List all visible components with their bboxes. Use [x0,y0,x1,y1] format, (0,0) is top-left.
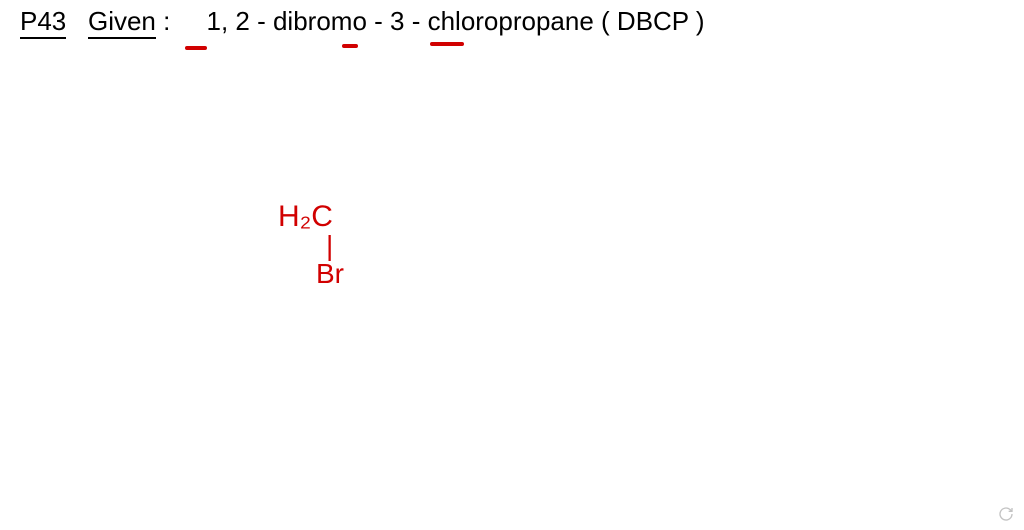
compound-name: 1, 2 - dibromo - 3 - chloropropane ( DBC… [207,6,705,36]
space [74,6,81,36]
red-underline-2 [342,44,358,48]
red-underline-1 [185,46,207,50]
colon: : [163,6,170,36]
refresh-icon[interactable] [998,506,1014,522]
red-underline-3 [430,42,464,46]
structure-h2c: H₂C [278,200,333,234]
structure-br: Br [316,258,344,290]
whiteboard-canvas: P43 Given : 1, 2 - dibromo - 3 - chlorop… [0,0,1024,530]
space2 [178,6,200,36]
problem-label: P43 [20,6,66,39]
header-line: P43 Given : 1, 2 - dibromo - 3 - chlorop… [20,6,705,37]
given-label: Given [88,6,156,39]
structure-bond: | [326,232,333,260]
